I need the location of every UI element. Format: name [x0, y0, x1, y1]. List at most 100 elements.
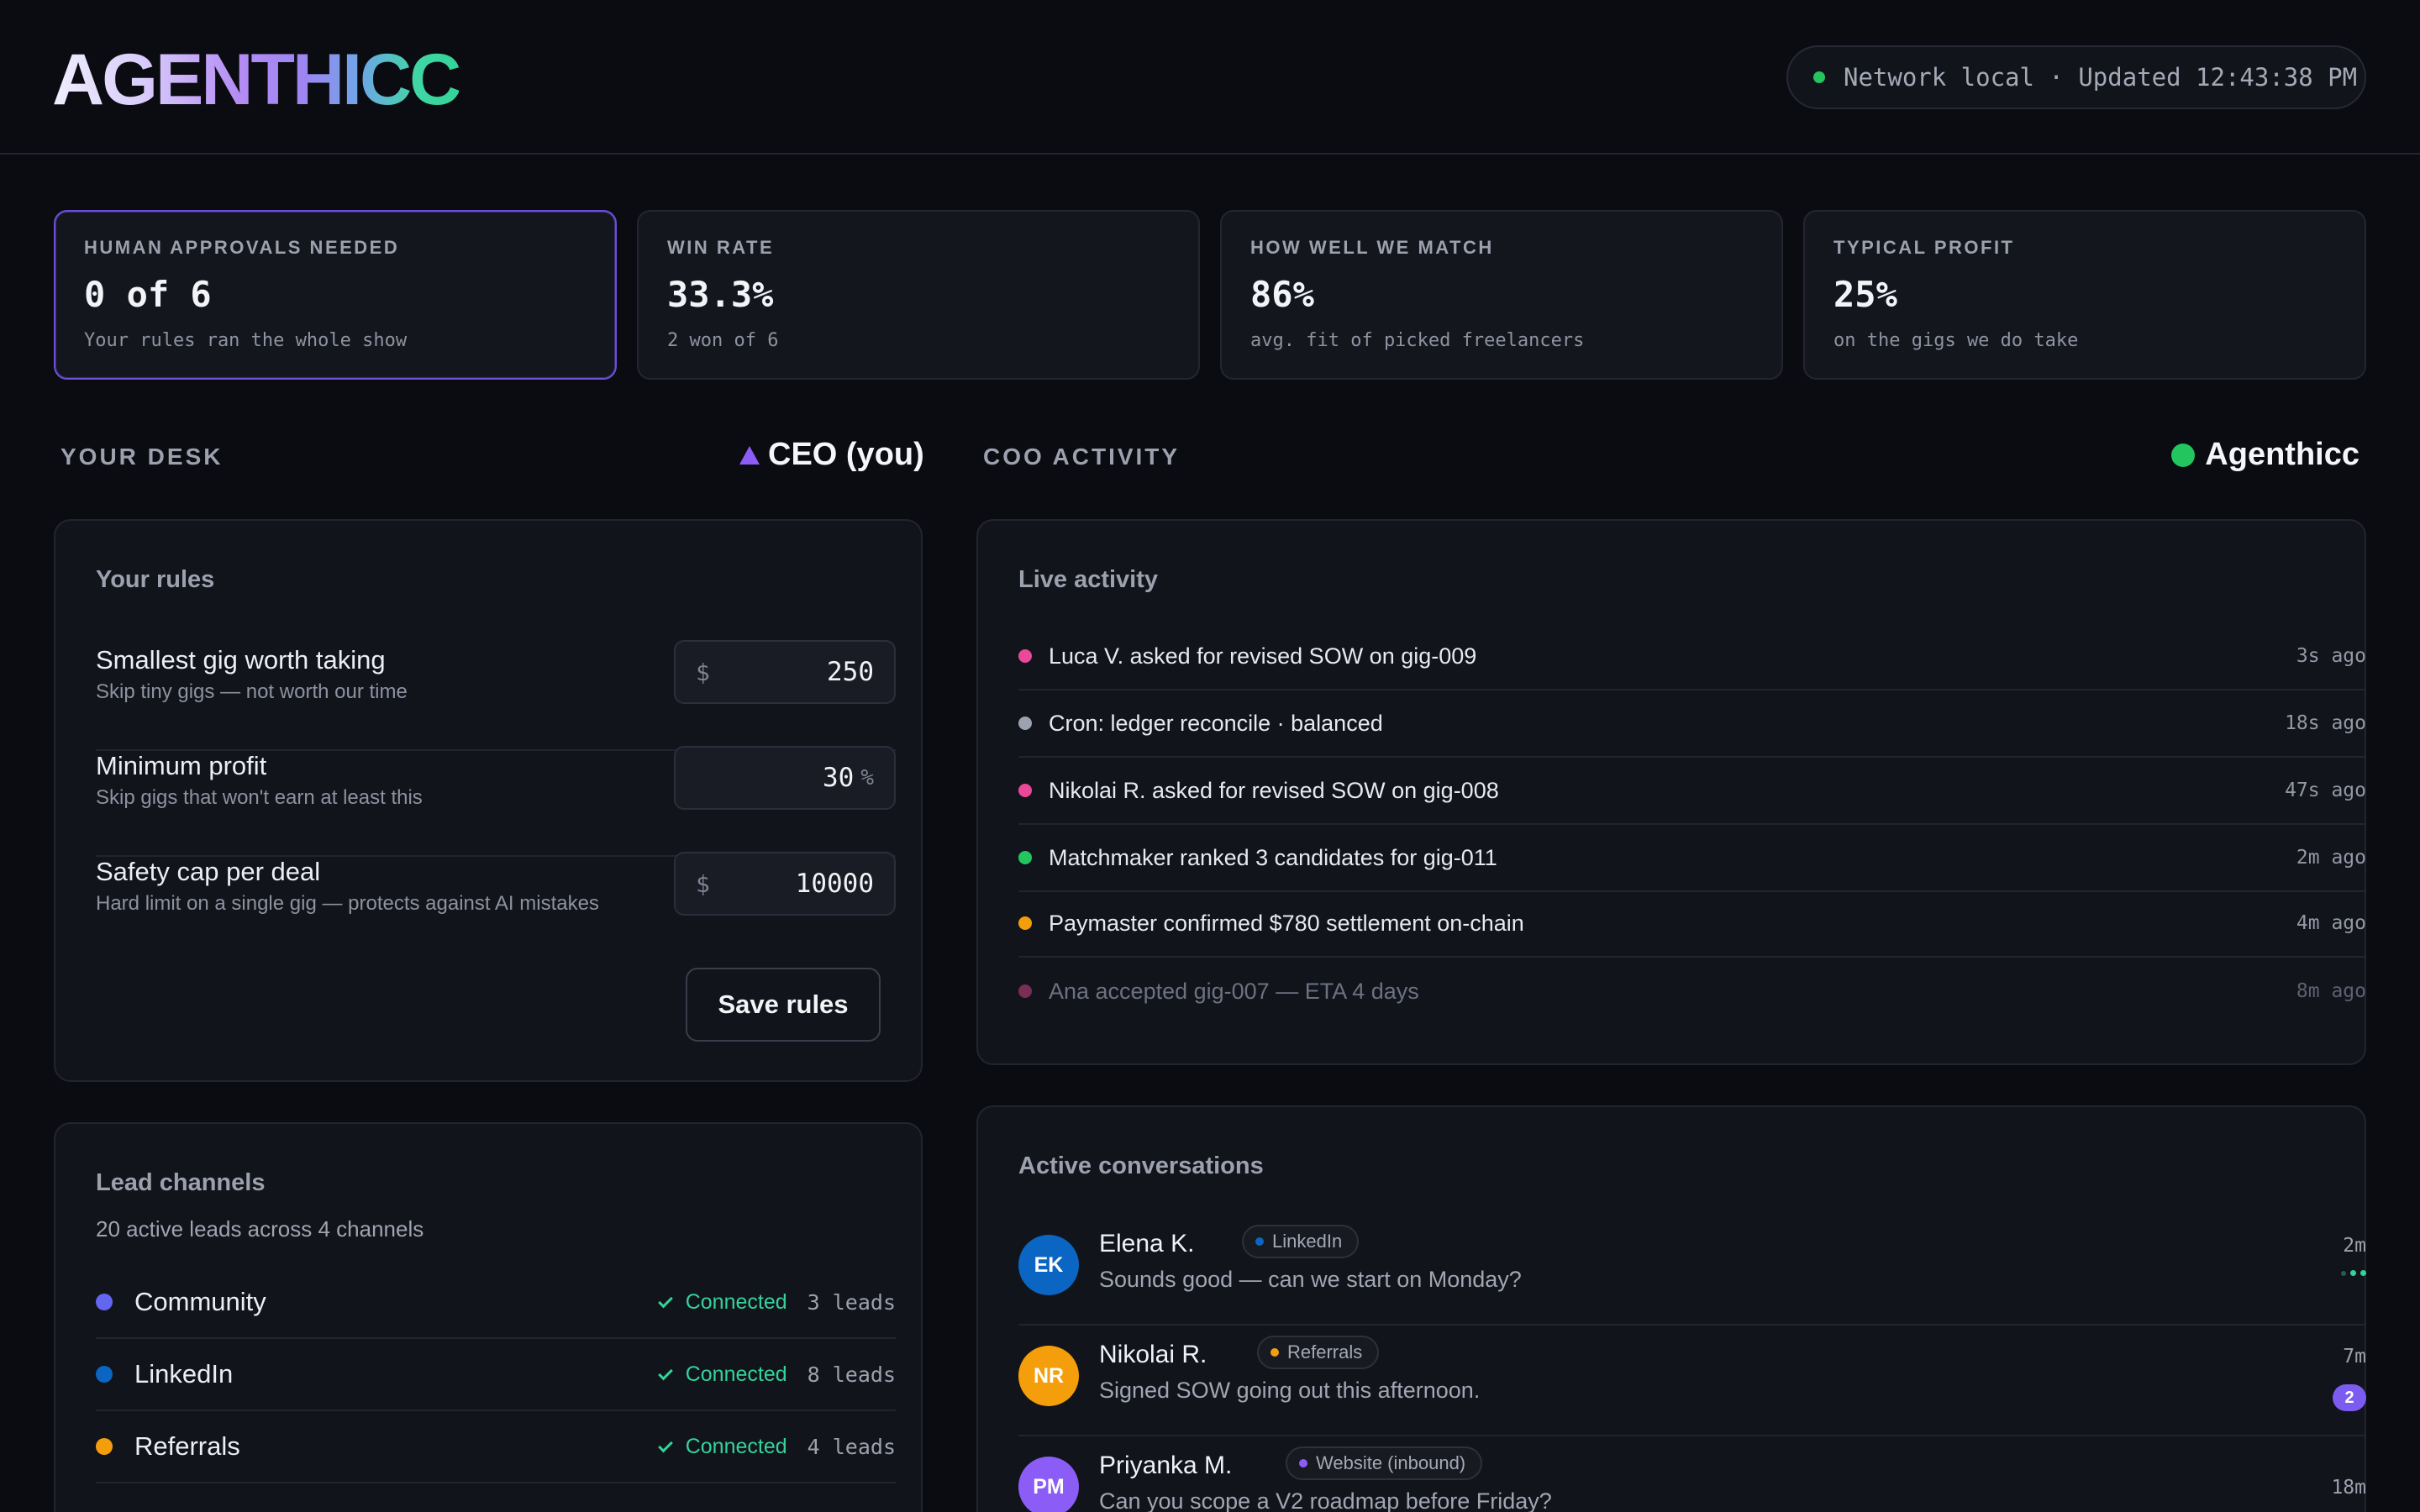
input-value: 250 [827, 657, 874, 687]
avatar: NR [1018, 1346, 1079, 1406]
activity-item[interactable]: Paymaster confirmed $780 settlement on-c… [1018, 890, 2366, 958]
kpi-card-match[interactable]: HOW WELL WE MATCH 86% avg. fit of picked… [1220, 210, 1783, 380]
check-icon [657, 1365, 673, 1380]
activity-text: Nikolai R. asked for revised SOW on gig-… [1049, 777, 1499, 803]
rule-name: Smallest gig worth taking [96, 645, 386, 675]
activity-time: 8m ago [2296, 980, 2366, 1002]
channel-status-text: Connected [685, 1362, 787, 1386]
activity-time: 4m ago [2296, 912, 2366, 934]
channel-name: Referrals [134, 1431, 240, 1461]
conversation-message: Can you scope a V2 roadmap before Friday… [1099, 1488, 1552, 1512]
currency-prefix: $ [696, 869, 710, 898]
conversation-row-priyanka[interactable]: PM Priyanka M. Website (inbound) Can you… [1018, 1436, 2366, 1512]
kpi-value: 25% [1833, 274, 1897, 315]
activity-time: 47s ago [2285, 780, 2366, 801]
channel-dot-icon [96, 1366, 113, 1383]
input-value: 10000 [795, 869, 874, 899]
network-status-text: Network local · Updated 12:43:38 PM [1844, 63, 2358, 92]
percent-suffix: % [860, 765, 874, 790]
lead-channels-summary: 20 active leads across 4 channels [96, 1216, 424, 1242]
source-dot-icon [1270, 1348, 1279, 1357]
kpi-value: 33.3% [667, 274, 774, 315]
contact-name: Elena K. [1099, 1230, 1195, 1257]
lead-channels-panel: Lead channels 20 active leads across 4 c… [54, 1122, 923, 1512]
source-tag-text: Website (inbound) [1316, 1452, 1466, 1473]
kpi-subtext: avg. fit of picked freelancers [1250, 330, 1585, 351]
kpi-card-profit[interactable]: TYPICAL PROFIT 25% on the gigs we do tak… [1803, 210, 2366, 380]
typing-indicator-icon [2341, 1270, 2366, 1276]
source-tag: Referrals [1257, 1336, 1380, 1369]
status-dot-icon [1813, 71, 1825, 83]
source-dot-icon [1255, 1237, 1264, 1246]
live-activity-panel: Live activity Luca V. asked for revised … [976, 519, 2366, 1065]
activity-text: Luca V. asked for revised SOW on gig-009 [1049, 643, 1477, 669]
check-icon [657, 1293, 673, 1308]
conversation-row-elena[interactable]: EK Elena K. LinkedIn Sounds good — can w… [1018, 1215, 2366, 1326]
activity-dot-icon [1018, 717, 1032, 730]
activity-item[interactable]: Matchmaker ranked 3 candidates for gig-0… [1018, 825, 2366, 892]
ceo-role-text: CEO (you) [768, 437, 924, 472]
kpi-subtext: on the gigs we do take [1833, 330, 2079, 351]
desk-section-title: YOUR DESK [60, 444, 224, 470]
kpi-label: HOW WELL WE MATCH [1250, 237, 1494, 258]
input-value: 30 [823, 763, 855, 793]
kpi-value: 86% [1250, 274, 1314, 315]
coo-role-text: Agenthicc [2205, 437, 2360, 472]
activity-item[interactable]: Ana accepted gig-007 — ETA 4 days 8m ago [1018, 958, 2366, 1025]
channel-status: Connected [657, 1289, 787, 1315]
min-gig-input[interactable]: $ 250 [674, 640, 896, 704]
conversations-title: Active conversations [1018, 1152, 1264, 1179]
triangle-icon [739, 445, 760, 465]
conversation-row-nikolai[interactable]: NR Nikolai R. Referrals Signed SOW going… [1018, 1326, 2366, 1436]
activity-dot-icon [1018, 649, 1032, 663]
channel-leads: 4 leads [807, 1434, 896, 1459]
activity-item[interactable]: Luca V. asked for revised SOW on gig-009… [1018, 623, 2366, 690]
conversations-panel: Active conversations EK Elena K. LinkedI… [976, 1105, 2366, 1512]
live-activity-title: Live activity [1018, 566, 1159, 593]
channel-status-text: Connected [685, 1434, 787, 1458]
activity-item[interactable]: Cron: ledger reconcile · balanced 18s ag… [1018, 690, 2366, 758]
activity-time: 3s ago [2296, 645, 2366, 667]
channel-status: Connected [657, 1434, 787, 1459]
conversation-message: Signed SOW going out this afternoon. [1099, 1378, 1481, 1403]
activity-text: Ana accepted gig-007 — ETA 4 days [1049, 978, 1419, 1004]
channel-status: Connected [657, 1362, 787, 1387]
channel-dot-icon [96, 1294, 113, 1310]
safety-cap-input[interactable]: $ 10000 [674, 852, 896, 916]
coo-section-title: COO ACTIVITY [983, 444, 1181, 470]
rule-name: Minimum profit [96, 751, 267, 780]
channel-dot-icon [96, 1438, 113, 1455]
unread-badge: 2 [2333, 1384, 2366, 1411]
min-profit-input[interactable]: 30 % [674, 746, 896, 810]
channel-row-referrals[interactable]: Referrals Connected 4 leads [96, 1411, 896, 1483]
rule-description: Skip gigs that won't earn at least this [96, 786, 423, 809]
source-tag-text: LinkedIn [1272, 1231, 1343, 1252]
activity-dot-icon [1018, 784, 1032, 797]
source-tag: LinkedIn [1242, 1225, 1360, 1258]
online-dot-icon [2171, 443, 2196, 467]
activity-text: Paymaster confirmed $780 settlement on-c… [1049, 910, 1524, 936]
activity-time: 2m ago [2296, 847, 2366, 869]
save-rules-button[interactable]: Save rules [686, 968, 881, 1042]
conversation-time: 2m [2343, 1235, 2366, 1257]
rules-panel-title: Your rules [96, 566, 215, 593]
app-logo[interactable]: AGENTHICC [52, 39, 461, 120]
kpi-subtext: Your rules ran the whole show [84, 330, 408, 351]
channel-row-community[interactable]: Community Connected 3 leads [96, 1267, 896, 1339]
activity-dot-icon [1018, 984, 1032, 998]
coo-role-label: Agenthicc [2171, 437, 2360, 473]
kpi-card-approvals[interactable]: HUMAN APPROVALS NEEDED 0 of 6 Your rules… [54, 210, 617, 380]
kpi-label: TYPICAL PROFIT [1833, 237, 2015, 258]
kpi-subtext: 2 won of 6 [667, 330, 779, 351]
rule-description: Hard limit on a single gig — protects ag… [96, 892, 599, 915]
source-tag-text: Referrals [1287, 1341, 1363, 1362]
source-dot-icon [1299, 1459, 1307, 1467]
channel-leads: 3 leads [807, 1289, 896, 1315]
kpi-card-win-rate[interactable]: WIN RATE 33.3% 2 won of 6 [637, 210, 1200, 380]
channel-row-linkedin[interactable]: LinkedIn Connected 8 leads [96, 1339, 896, 1411]
channel-status-text: Connected [685, 1289, 787, 1314]
network-status-pill: Network local · Updated 12:43:38 PM [1786, 45, 2366, 109]
activity-item[interactable]: Nikolai R. asked for revised SOW on gig-… [1018, 758, 2366, 825]
channel-name: LinkedIn [134, 1359, 234, 1389]
activity-dot-icon [1018, 851, 1032, 864]
